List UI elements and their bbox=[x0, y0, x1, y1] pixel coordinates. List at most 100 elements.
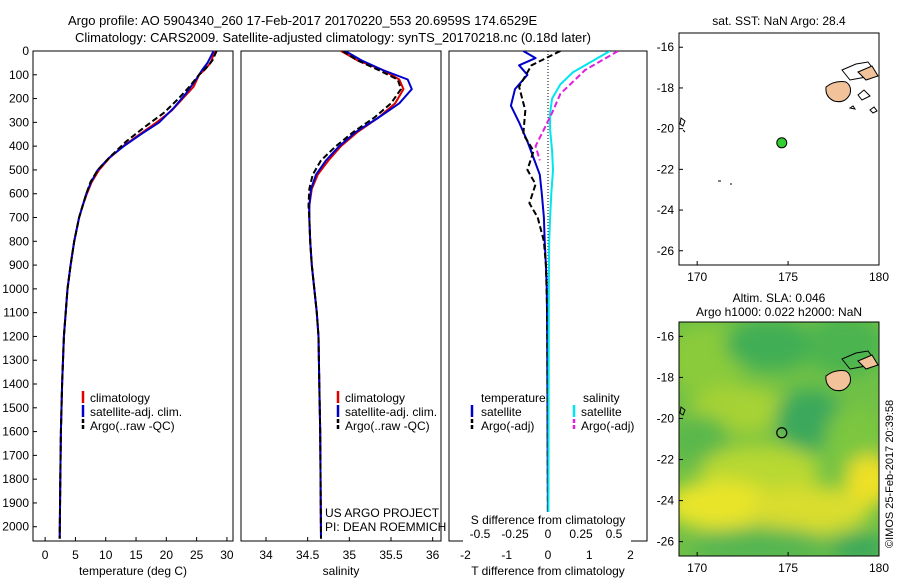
argo-float-marker bbox=[776, 427, 788, 439]
depth-tick-label: 600 bbox=[9, 187, 29, 201]
vanua-levu-island bbox=[857, 354, 879, 370]
s-tick: 0.25 bbox=[569, 527, 593, 541]
depth-tick-label: 300 bbox=[9, 115, 29, 129]
series-line-argo-raw-qc- bbox=[307, 51, 402, 539]
x-tick-label: 35 bbox=[343, 548, 357, 562]
pi-note: PI: DEAN ROEMMICH bbox=[325, 520, 446, 534]
x-tick-label: 10 bbox=[99, 548, 113, 562]
legend-label-s-satellite: satellite bbox=[581, 405, 622, 419]
sla-map-axes: 170 175 180 -16 -18 -20 -22 -24 -26 bbox=[657, 329, 890, 575]
lon-tick-label: 175 bbox=[778, 561, 798, 575]
difference-panel: -2 -1 0 1 2 T difference from climatology S … bbox=[448, 50, 648, 578]
salinity-panel: 34 34.5 35 35.5 36 salinity climatology sate… bbox=[240, 50, 446, 578]
x-tick-label: 20 bbox=[160, 548, 174, 562]
x-tick-label: -2 bbox=[460, 548, 471, 562]
x-tick-label: 36 bbox=[426, 548, 440, 562]
lat-tick-label: -18 bbox=[657, 370, 675, 384]
x-tick-label: 0 bbox=[42, 548, 49, 562]
lon-tick-label: 180 bbox=[869, 561, 889, 575]
s-difference-x-label: S difference from climatology bbox=[471, 513, 626, 527]
s-difference-ticks: -0.5 -0.25 0 0.25 0.5 bbox=[470, 527, 623, 541]
depth-tick-label: 1400 bbox=[2, 377, 29, 391]
depth-tick-label: 1100 bbox=[3, 306, 29, 320]
legend-title-temperature: temperature bbox=[481, 391, 546, 405]
project-note: US ARGO PROJECT bbox=[325, 506, 440, 520]
x-tick-label: 34.5 bbox=[296, 548, 320, 562]
depth-tick-label: 0 bbox=[22, 44, 29, 58]
depth-tick-label: 1800 bbox=[2, 472, 29, 486]
depth-tick-label: 900 bbox=[9, 258, 29, 272]
x-tick-label: 5 bbox=[72, 548, 79, 562]
lat-tick-label: -24 bbox=[657, 494, 675, 508]
depth-tick-label: 1700 bbox=[2, 448, 29, 462]
depth-tick-label: 1200 bbox=[2, 329, 29, 343]
lat-tick-label: -20 bbox=[657, 122, 675, 136]
legend-label-argo: Argo(..raw -QC) bbox=[90, 419, 175, 433]
legend-title-salinity: salinity bbox=[583, 391, 620, 405]
lat-tick-label: -22 bbox=[657, 162, 675, 176]
salinity-axes-frame bbox=[240, 50, 442, 542]
series-line-argo-raw-qc- bbox=[58, 51, 218, 539]
depth-tick-label: 800 bbox=[9, 234, 29, 248]
sst-map-frame bbox=[678, 32, 880, 266]
imos-credit: ©IMOS 25-Feb-2017 20:39:58 bbox=[884, 400, 896, 548]
s-axis-background bbox=[463, 512, 631, 544]
depth-tick-label: 1000 bbox=[2, 282, 29, 296]
depth-tick-label: 2000 bbox=[2, 520, 29, 534]
legend-label-t-argo: Argo(-adj) bbox=[481, 419, 534, 433]
s-tick: 0.5 bbox=[606, 527, 623, 541]
sla-heatmap-field bbox=[679, 322, 879, 556]
sla-map-frame bbox=[678, 321, 880, 557]
lat-tick-label: -18 bbox=[657, 81, 675, 95]
temperature-series bbox=[58, 51, 218, 539]
t-difference-x-label: T difference from climatology bbox=[471, 564, 625, 578]
x-tick-label: 30 bbox=[220, 548, 234, 562]
legend-label-argo: Argo(..raw -QC) bbox=[345, 419, 430, 433]
lat-tick-label: -22 bbox=[657, 453, 675, 467]
legend-label-t-satellite: satellite bbox=[481, 405, 522, 419]
lat-tick-label: -16 bbox=[657, 40, 675, 54]
x-tick-label: 25 bbox=[190, 548, 204, 562]
figure-title-line2: Climatology: CARS2009. Satellite-adjuste… bbox=[75, 30, 591, 45]
s-tick: -0.25 bbox=[501, 527, 529, 541]
lon-tick-label: 175 bbox=[778, 270, 798, 284]
series-line-temperature-argo-adj- bbox=[518, 51, 561, 539]
fiji-island bbox=[825, 81, 851, 103]
salinity-series bbox=[307, 51, 413, 539]
x-tick-label: 1 bbox=[586, 548, 593, 562]
x-tick-label: -1 bbox=[501, 548, 512, 562]
s-tick: -0.5 bbox=[470, 527, 491, 541]
legend-label-s-argo: Argo(-adj) bbox=[581, 419, 634, 433]
sst-map-coastline bbox=[679, 61, 879, 185]
temperature-x-axis: 0 5 10 15 20 25 30 bbox=[42, 537, 234, 562]
s-tick: 0 bbox=[545, 527, 552, 541]
west-islets bbox=[679, 406, 686, 416]
temperature-axes-frame bbox=[32, 50, 234, 542]
salinity-x-axis: 34 34.5 35 35.5 36 bbox=[259, 537, 440, 562]
difference-legend: temperature salinity satellite Argo(-adj… bbox=[470, 391, 634, 433]
salinity-legend: climatology satellite-adj. clim. Argo(..… bbox=[336, 391, 437, 433]
depth-tick-label: 1300 bbox=[2, 353, 29, 367]
legend-label-satellite: satellite-adj. clim. bbox=[345, 405, 437, 419]
sla-map-title-line2: Argo h1000: 0.022 h2000: NaN bbox=[696, 305, 862, 319]
sla-map-title-line1: Altim. SLA: 0.046 bbox=[733, 291, 826, 305]
depth-tick-label: 100 bbox=[9, 68, 29, 82]
legend-label-climatology: climatology bbox=[345, 391, 405, 405]
south-islets bbox=[718, 180, 732, 185]
lat-tick-label: -20 bbox=[657, 411, 675, 425]
sst-map-title: sat. SST: NaN Argo: 28.4 bbox=[712, 14, 846, 28]
difference-series bbox=[509, 51, 619, 539]
sst-map-panel: sat. SST: NaN Argo: 28.4 170 175 180 -16 -18… bbox=[657, 14, 890, 284]
depth-tick-label: 200 bbox=[9, 92, 29, 106]
lat-tick-label: -26 bbox=[657, 244, 675, 258]
x-tick-label: 35.5 bbox=[379, 548, 403, 562]
temperature-x-label: temperature (deg C) bbox=[79, 564, 187, 578]
x-tick-label: 2 bbox=[627, 548, 634, 562]
lat-tick-label: -16 bbox=[657, 329, 675, 343]
depth-axis: 0 100 200 300 400 500 600 700 800 900 1000 1100 1200… bbox=[2, 44, 37, 534]
temperature-panel: 0100200300400500600700800900100011001200… bbox=[2, 44, 234, 578]
figure-title-line1: Argo profile: AO 5904340_260 17-Feb-2017… bbox=[68, 13, 537, 28]
x-tick-label: 34 bbox=[259, 548, 273, 562]
depth-tick-label: 400 bbox=[9, 139, 29, 153]
